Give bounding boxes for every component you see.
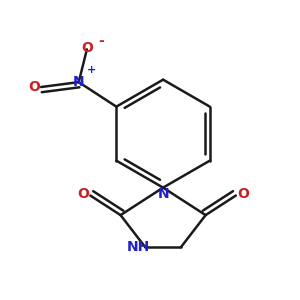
Text: O: O xyxy=(237,187,249,201)
Text: O: O xyxy=(77,187,89,201)
Text: NH: NH xyxy=(126,240,150,254)
Text: +: + xyxy=(86,65,96,75)
Text: N: N xyxy=(157,187,169,200)
Text: O: O xyxy=(28,80,40,94)
Text: -: - xyxy=(98,34,103,48)
Text: O: O xyxy=(81,41,93,55)
Text: N: N xyxy=(73,75,85,89)
